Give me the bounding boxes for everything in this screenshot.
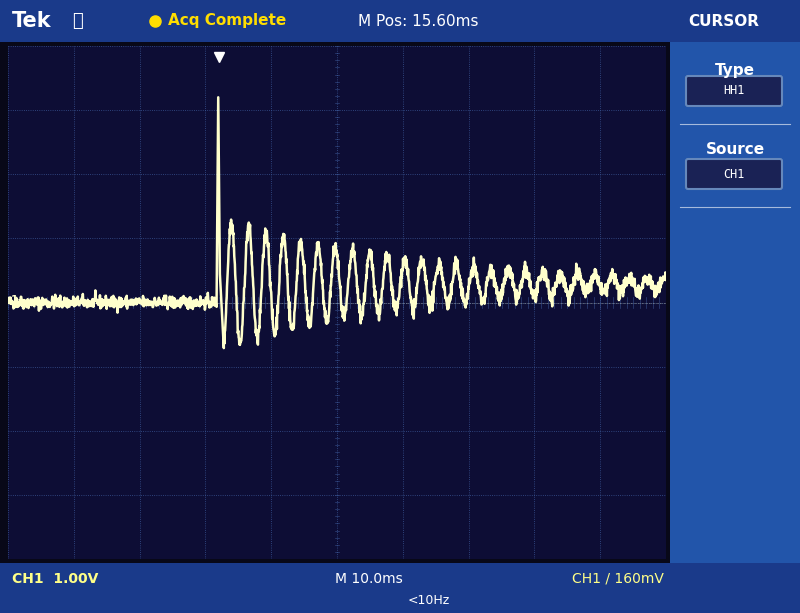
Text: 1+: 1+ [11,295,27,305]
Text: ⎍: ⎍ [72,12,82,30]
Text: CH1 / 160mV: CH1 / 160mV [572,572,664,586]
Text: M Pos: 15.60ms: M Pos: 15.60ms [358,13,478,28]
Text: Source: Source [706,142,765,158]
Text: Tek: Tek [12,11,52,31]
Text: Acq Complete: Acq Complete [168,13,286,28]
Text: CH1  1.00V: CH1 1.00V [12,572,98,586]
Text: Type: Type [715,63,755,77]
Text: M 10.0ms: M 10.0ms [335,572,402,586]
Text: CH1: CH1 [723,167,745,180]
Text: <10Hz: <10Hz [408,593,450,606]
FancyBboxPatch shape [686,76,782,106]
Text: HH1: HH1 [723,85,745,97]
Text: CURSOR: CURSOR [688,13,759,28]
FancyBboxPatch shape [686,159,782,189]
